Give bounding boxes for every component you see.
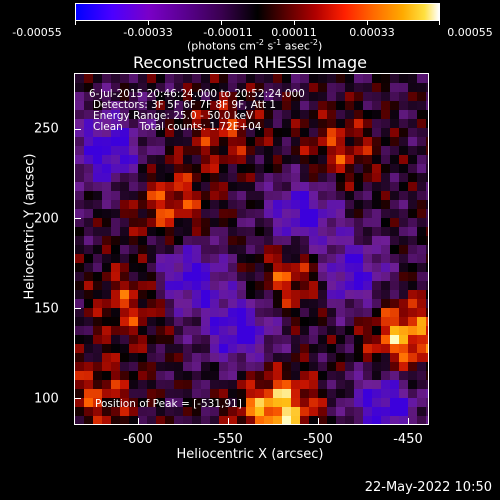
energy-annotation: Energy Range: 25.0 - 50.0 keV	[93, 110, 254, 122]
plot-timestamp: 22-May-2022 10:50	[364, 480, 492, 495]
x-tick-label: -450	[393, 432, 423, 447]
detectors-annotation: Detectors: 3F 5F 6F 7F 8F 9F, Att 1	[93, 99, 277, 111]
y-tick-label: 100	[34, 391, 59, 407]
colorbar-label: -0.00011	[203, 26, 253, 39]
chart-title: Reconstructed RHESSI Image	[133, 53, 367, 72]
time-range-annotation: 6-Jul-2015 20:46:24.000 to 20:52:24.000	[89, 88, 305, 100]
heatmap-plot: 6-Jul-2015 20:46:24.000 to 20:52:24.000 …	[74, 73, 429, 425]
y-tick-label: 250	[34, 121, 59, 137]
colorbar	[75, 3, 440, 21]
heatmap-image	[75, 74, 428, 424]
x-tick-label: -550	[213, 432, 243, 447]
y-tick-label: 150	[34, 301, 59, 317]
peak-annotation: Position of Peak = [-531,91]	[95, 398, 242, 410]
x-tick-label: -500	[303, 432, 333, 447]
colorbar-units: (photons cm-2 s-1 asec-2)	[187, 38, 323, 53]
colorbar-label: -0.00033	[123, 26, 173, 39]
colorbar-label: 0.00011	[271, 26, 317, 39]
colorbar-label: -0.00055	[12, 26, 62, 39]
x-tick-label: -600	[123, 432, 153, 447]
colorbar-label: 0.00055	[447, 26, 493, 39]
colorbar-label: 0.00033	[349, 26, 395, 39]
clean-annotation: Clean Total counts: 1.72E+04	[93, 121, 262, 133]
y-axis-label: Heliocentric Y (arcsec)	[22, 153, 38, 300]
y-tick-label: 200	[34, 211, 59, 227]
x-axis-label: Heliocentric X (arcsec)	[176, 447, 324, 462]
